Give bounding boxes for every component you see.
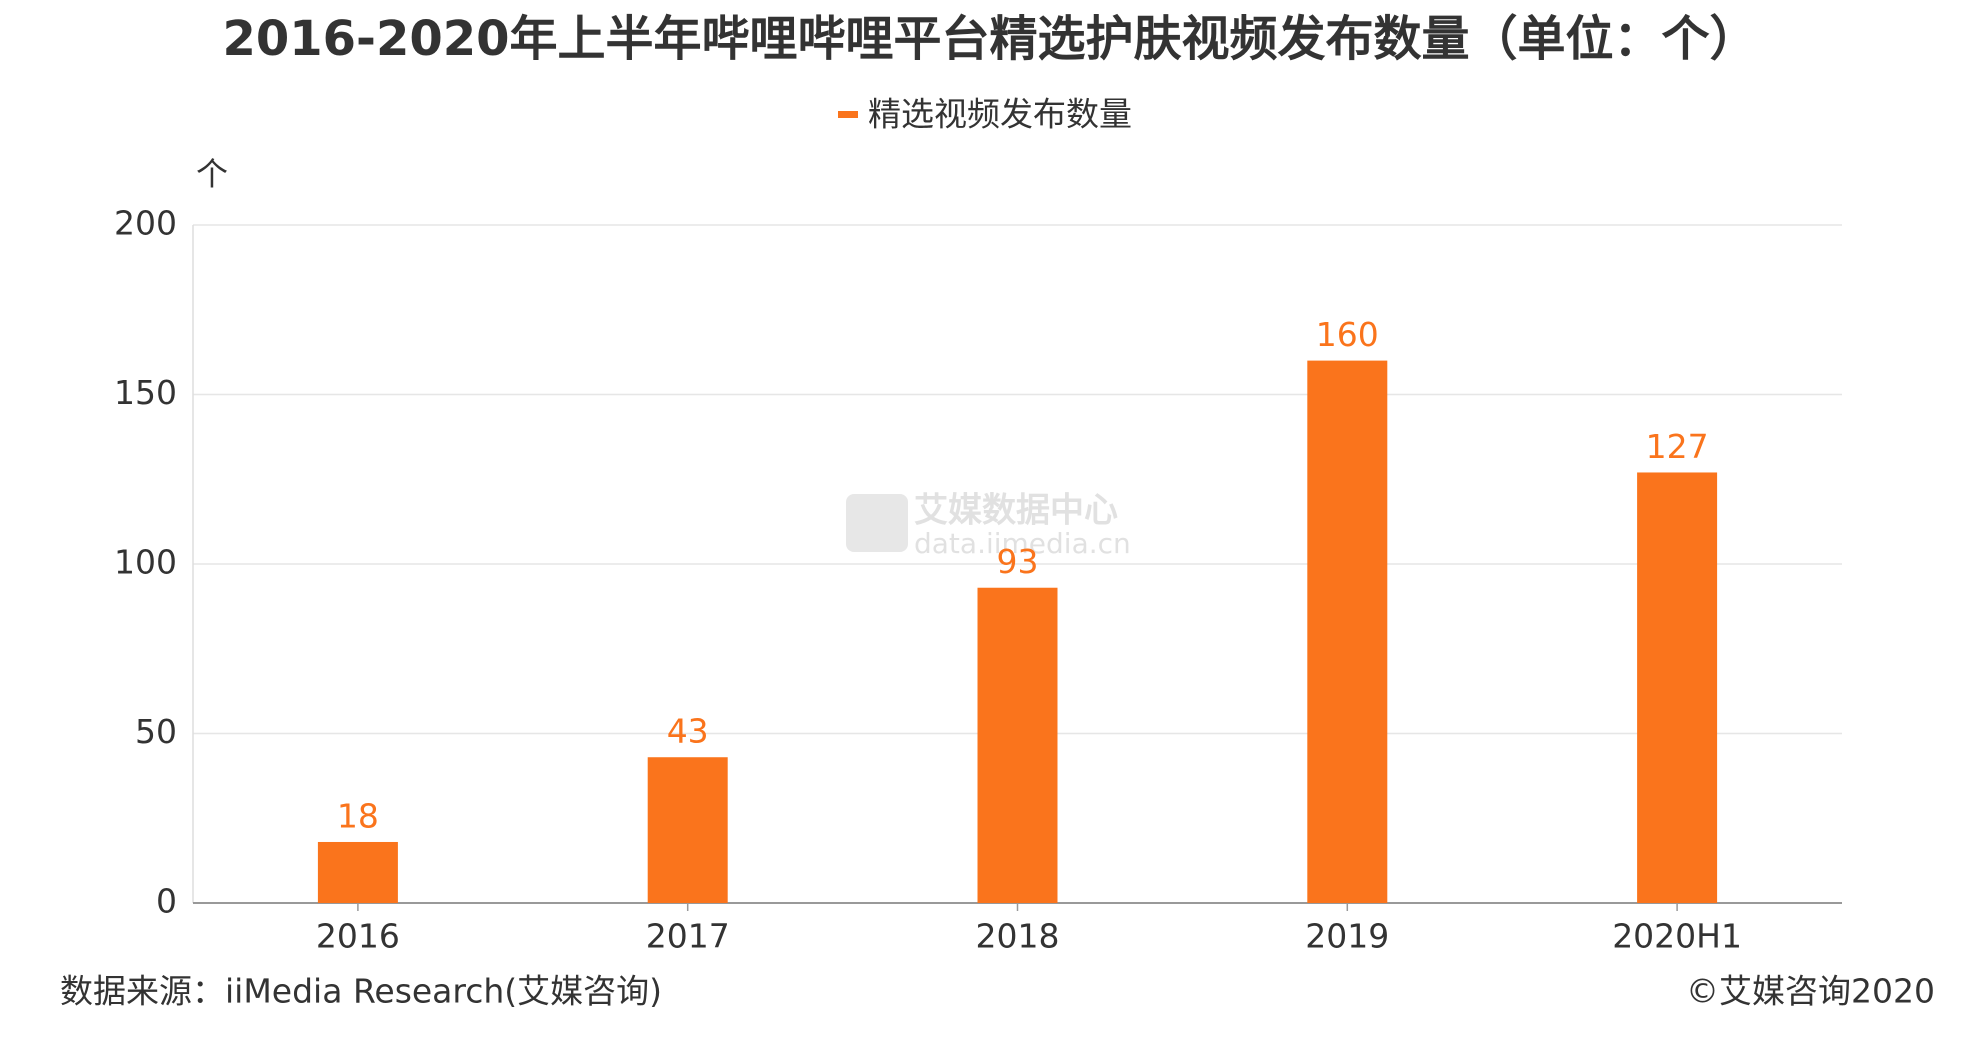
x-tick-label: 2016 (316, 917, 400, 956)
watermark: 艾媒数据中心 data.iimedia.cn (846, 491, 1131, 560)
legend-swatch (838, 111, 858, 118)
y-unit-label: 个 (196, 155, 228, 193)
y-tick-label: 150 (114, 373, 177, 412)
value-label: 43 (667, 712, 709, 751)
watermark-url: data.iimedia.cn (914, 527, 1131, 560)
watermark-icon (846, 494, 908, 552)
y-tick-label: 0 (156, 882, 177, 921)
y-tick-label: 100 (114, 543, 177, 582)
value-label: 18 (337, 796, 379, 835)
bar (1307, 360, 1388, 904)
y-tick-label: 200 (114, 204, 177, 243)
bar (647, 757, 728, 903)
bar (317, 841, 398, 903)
value-label: 160 (1316, 315, 1379, 354)
copyright: ©艾媒咨询2020 (1686, 972, 1935, 1011)
value-label: 127 (1646, 427, 1709, 466)
x-tick-label: 2017 (646, 917, 730, 956)
x-tick-label: 2020H1 (1612, 917, 1742, 956)
y-tick-label: 50 (135, 712, 177, 751)
watermark-name: 艾媒数据中心 (914, 491, 1118, 531)
bar (977, 587, 1058, 903)
legend-label: 精选视频发布数量 (868, 95, 1132, 134)
bar (1637, 472, 1718, 903)
x-tick-label: 2019 (1305, 917, 1389, 956)
chart-title: 2016-2020年上半年哔哩哔哩平台精选护肤视频发布数量（单位：个） (222, 11, 1757, 67)
value-label: 93 (997, 542, 1039, 581)
x-tick-label: 2018 (976, 917, 1060, 956)
source-note: 数据来源：iiMedia Research(艾媒咨询) (60, 972, 662, 1011)
